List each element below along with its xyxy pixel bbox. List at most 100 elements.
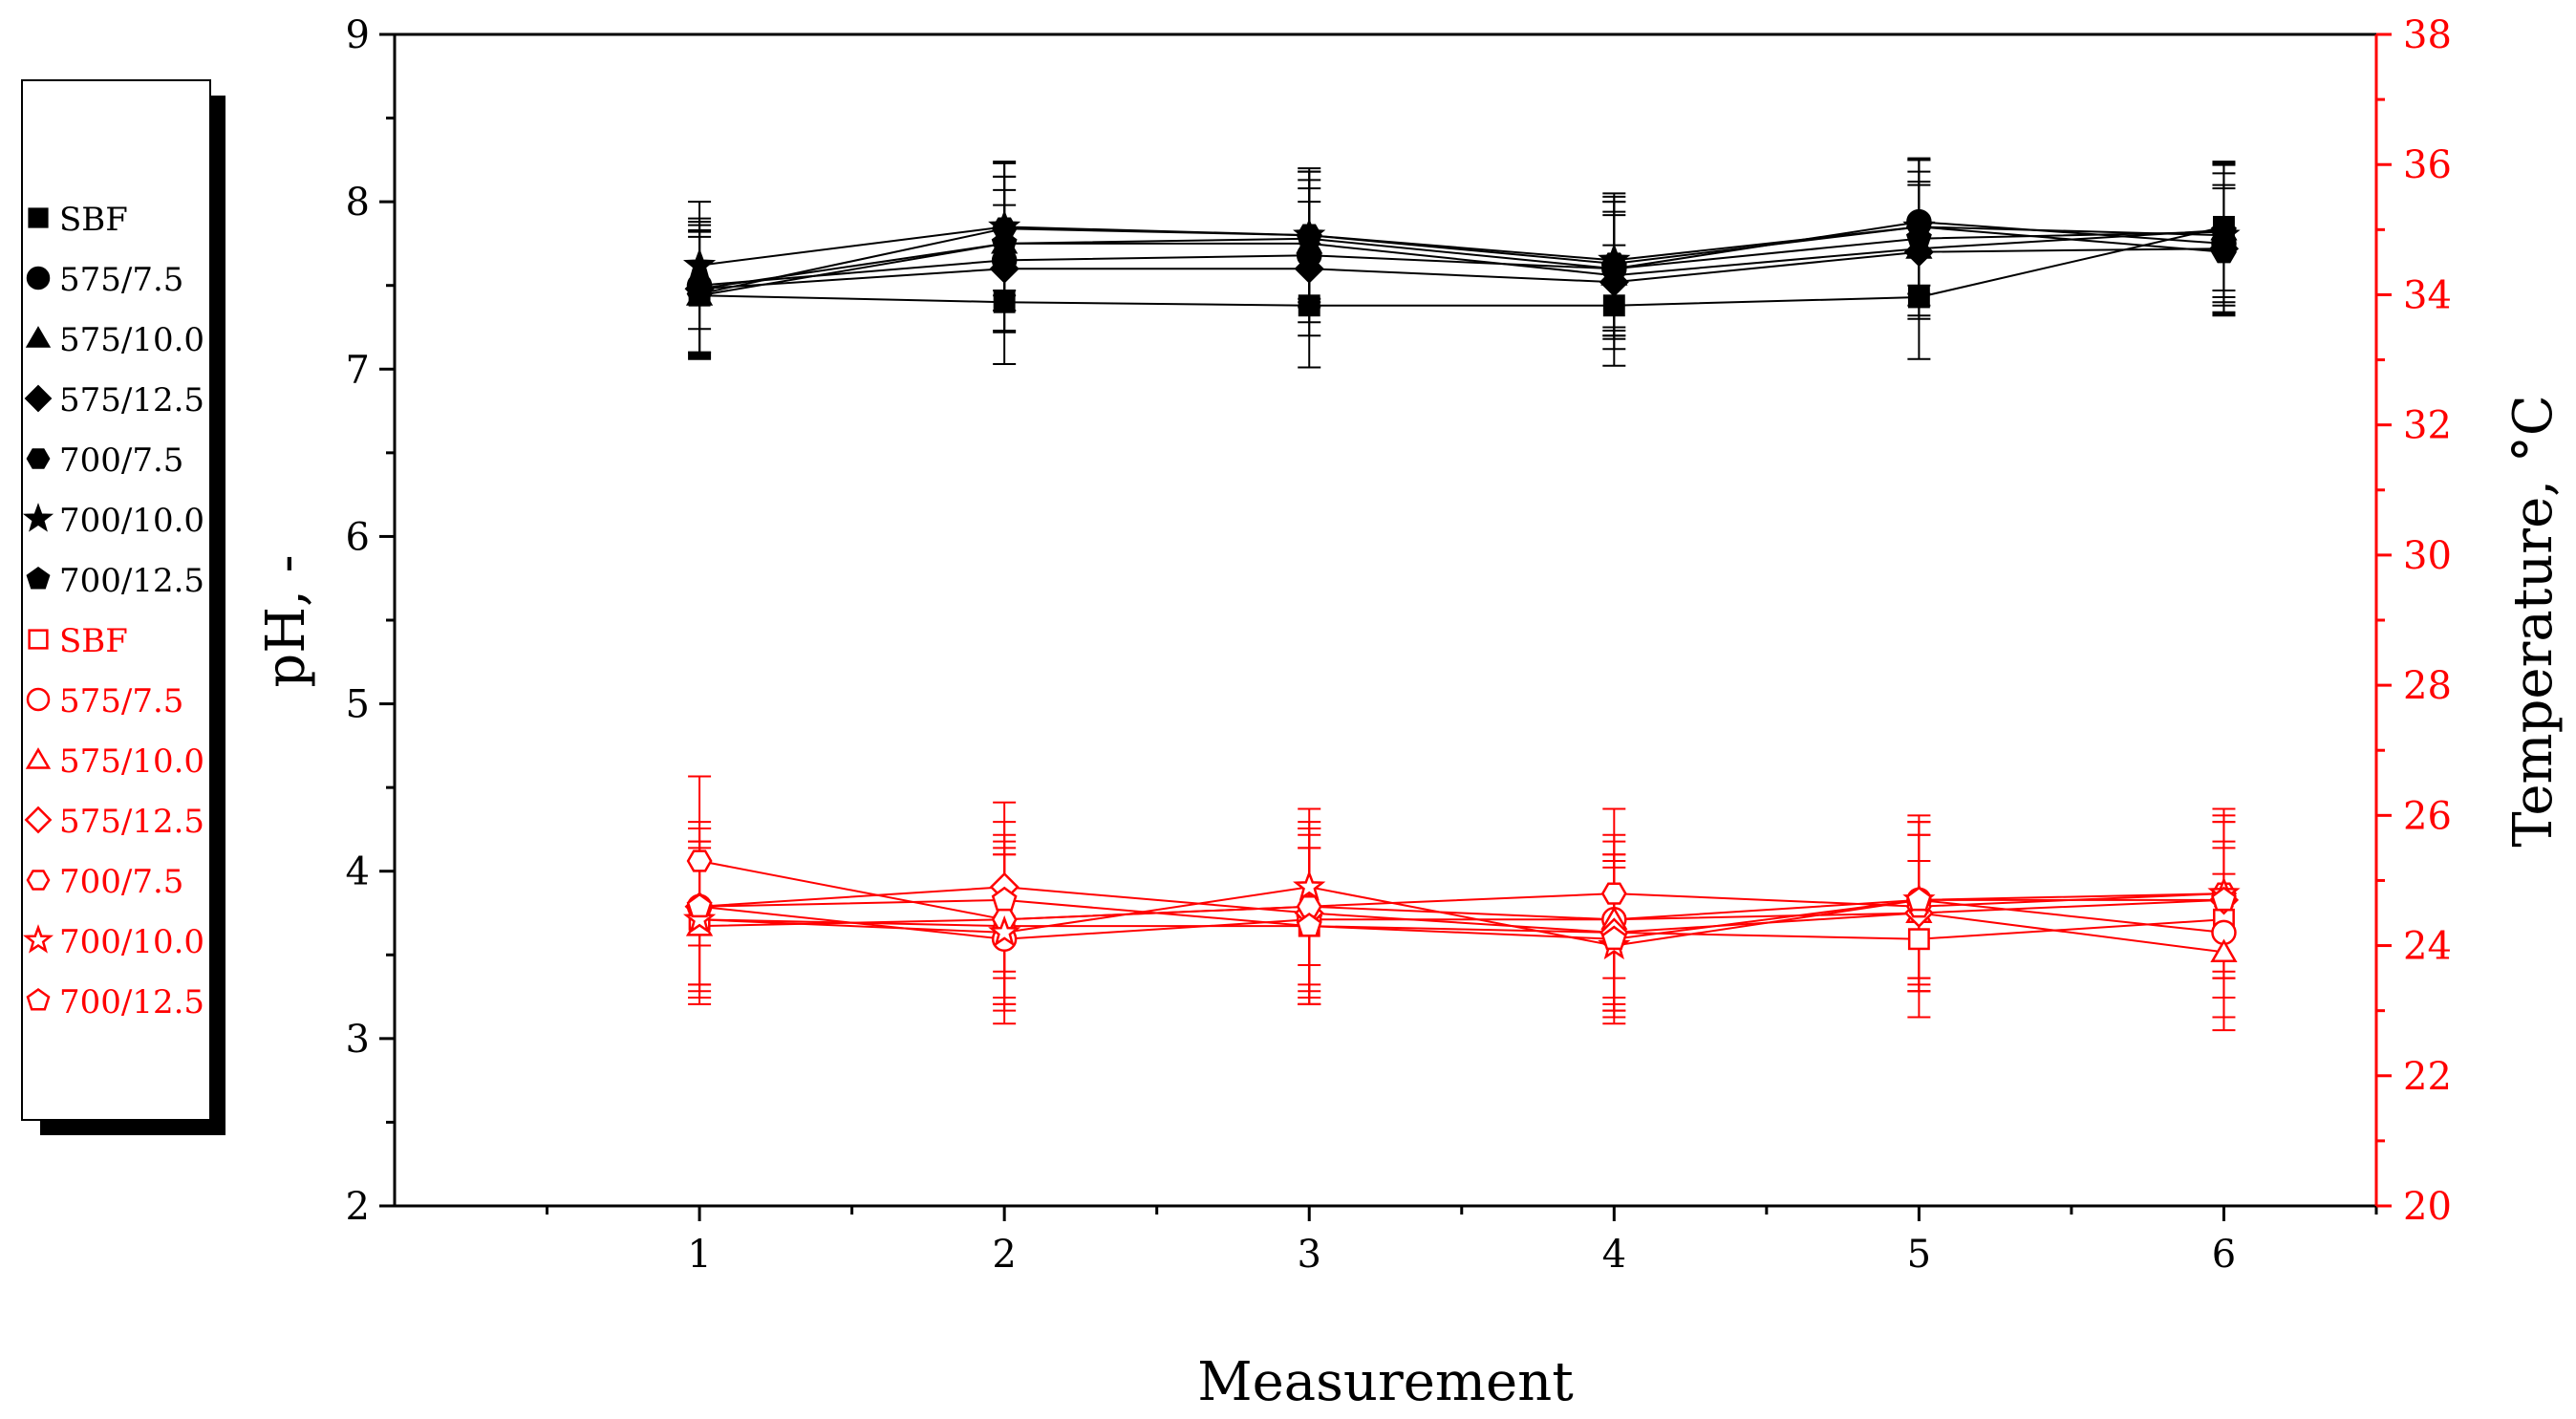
legend-label: 575/10.0: [59, 321, 204, 359]
x-tick-label: 1: [687, 1233, 711, 1277]
legend-items: SBF 575/7.5 575/10.0 575/12.5 700/7.5 700/10.…: [22, 201, 204, 1021]
y-axis-right-title: Temperature, °C: [2502, 395, 2565, 847]
ph-point: [991, 229, 1018, 255]
y-left-tick-label: 4: [346, 850, 370, 894]
x-tick-label: 2: [992, 1233, 1016, 1277]
legend-entry: 575/10.0: [25, 321, 204, 359]
ph-point: [1600, 255, 1627, 280]
temperature-point: [988, 914, 1021, 947]
temperature-point: [1907, 928, 1930, 951]
temperature-line: [698, 898, 2224, 940]
legend-entry: 700/10.0: [22, 923, 204, 961]
legend-marker: [28, 629, 49, 650]
temperature-markers: [682, 870, 2241, 960]
legend-label: 575/10.0: [59, 742, 204, 781]
y-left-tick-label: 7: [346, 348, 370, 392]
legend-marker: [26, 448, 51, 469]
temperature-markers: [686, 886, 2237, 951]
ph-line: [698, 226, 2224, 295]
legend-entry: 700/7.5: [26, 863, 183, 901]
ph-line: [699, 221, 2224, 287]
x-axis-title: Measurement: [1197, 1351, 1574, 1413]
y-right-tick-label: 38: [2403, 13, 2452, 57]
legend-marker: [22, 503, 54, 532]
y-left-tick-label: 5: [346, 683, 370, 727]
temperature-line: [699, 886, 2224, 947]
legend-label: 700/7.5: [59, 863, 183, 901]
legend-entry: 575/12.5: [24, 803, 204, 841]
ph-point: [1905, 225, 1932, 250]
ph-point: [993, 290, 1016, 313]
legend-marker: [26, 987, 51, 1011]
y-right-tick-label: 28: [2403, 664, 2452, 708]
ph-point: [1298, 294, 1320, 317]
y-left-tick-label: 2: [346, 1185, 370, 1229]
legend-label: 700/7.5: [59, 441, 183, 480]
legend-marker: [25, 326, 52, 348]
ph-series: [688, 161, 2236, 369]
x-tick-label: 6: [2212, 1233, 2236, 1277]
legend-marker: [24, 806, 53, 834]
temperature-point: [1296, 912, 1322, 937]
y-right-tick-label: 24: [2403, 925, 2452, 969]
legend-entry: 575/10.0: [25, 742, 204, 781]
legend-entry: 700/10.0: [22, 502, 204, 540]
legend-label: SBF: [59, 622, 128, 660]
legend-label: 700/10.0: [59, 923, 204, 961]
legend-label: 575/12.5: [59, 381, 204, 419]
ph-markers: [686, 218, 2237, 300]
temperature-series: [688, 807, 2236, 1025]
ph-line: [699, 226, 2224, 307]
legend-marker: [22, 924, 54, 954]
y-left-tick-label: 3: [346, 1018, 370, 1062]
temperature-point: [1600, 882, 1627, 905]
legend-marker: [26, 870, 51, 891]
legend-marker: [25, 747, 52, 769]
legend-label: 575/7.5: [59, 682, 183, 720]
y-left-tick-label: 8: [346, 181, 370, 225]
legend-label: 700/12.5: [59, 983, 204, 1021]
temperature-series: [688, 775, 2236, 1005]
ph-series: [688, 183, 2236, 354]
ph-series-layer: [683, 157, 2241, 369]
ph-line: [698, 228, 2224, 297]
y-left-tick-label: 9: [346, 13, 370, 57]
ph-line: [698, 226, 2224, 267]
legend-entry: 700/7.5: [26, 441, 183, 480]
ph-point: [1296, 225, 1322, 250]
legend-entry: 700/12.5: [26, 562, 204, 600]
legend-marker: [26, 687, 51, 712]
ph-point: [1294, 253, 1324, 284]
temperature-point: [1600, 925, 1627, 951]
ph-point: [683, 247, 717, 280]
temperature-point: [2211, 886, 2237, 912]
temperature-point: [2210, 938, 2238, 962]
legend-entry: 575/7.5: [26, 682, 183, 720]
y-left-tick-label: 6: [346, 515, 370, 559]
legend-marker: [26, 566, 51, 590]
legend-label: 575/7.5: [59, 261, 183, 299]
y-right-tick-label: 30: [2403, 534, 2452, 578]
x-tick-label: 4: [1602, 1233, 1626, 1277]
temperature-point: [686, 849, 713, 872]
legend-entry: SBF: [28, 201, 128, 239]
temperature-line: [699, 918, 2224, 940]
temperature-point: [1293, 870, 1326, 901]
legend-entry: 700/12.5: [26, 983, 204, 1021]
temperature-point: [991, 886, 1018, 912]
legend-marker: [26, 266, 51, 290]
legend-label: 575/12.5: [59, 803, 204, 841]
x-tick-label: 3: [1298, 1233, 1321, 1277]
y-right-tick-label: 32: [2403, 404, 2452, 448]
legend-marker: [24, 384, 53, 413]
ph-point: [1907, 286, 1930, 309]
temperature-series-layer: [682, 775, 2241, 1032]
temperature-point: [682, 902, 717, 934]
ph-point: [2211, 218, 2237, 244]
temperature-markers: [686, 849, 2237, 931]
plot-frame: [393, 32, 2378, 1208]
legend-entry: 575/12.5: [24, 381, 204, 419]
legend-label: SBF: [59, 201, 128, 239]
